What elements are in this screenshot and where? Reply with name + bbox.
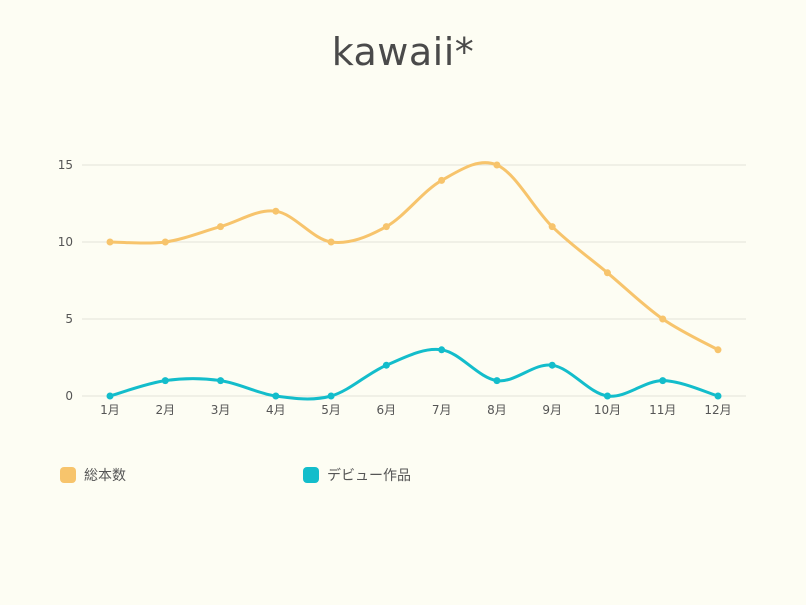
series-line-0 [108,161,720,352]
data-point[interactable] [548,361,556,369]
x-tick-label: 4月 [266,403,286,417]
data-point[interactable] [438,176,446,184]
x-tick-label: 5月 [321,403,341,417]
data-point[interactable] [714,392,722,400]
legend-swatch-total [60,467,76,483]
data-point[interactable] [217,377,225,385]
gridlines [82,164,746,397]
data-point[interactable] [548,223,556,231]
data-point[interactable] [382,223,390,231]
data-point[interactable] [161,377,169,385]
x-tick-label: 11月 [649,403,676,417]
y-tick-label: 5 [65,312,73,326]
data-point[interactable] [603,392,611,400]
legend-swatch-debut [303,467,319,483]
legend-item-debut[interactable]: デビュー作品 [303,465,411,485]
data-point[interactable] [382,361,390,369]
x-tick-label: 1月 [100,403,120,417]
legend-item-total[interactable]: 総本数 [60,465,126,485]
x-tick-label: 8月 [487,403,507,417]
data-point[interactable] [327,238,335,246]
data-point[interactable] [493,161,501,169]
legend-label-total: 総本数 [84,468,126,484]
data-point[interactable] [272,207,280,215]
data-point[interactable] [438,346,446,354]
data-point[interactable] [493,377,501,385]
x-tick-label: 9月 [542,403,562,417]
x-axis-ticks: 1月 2月 3月 4月 5月 6月 7月 8月 9月 10月 11月 12月 [100,403,731,417]
y-tick-label: 15 [58,158,73,172]
x-tick-label: 2月 [155,403,175,417]
chart-title: kawaii* [331,30,475,74]
data-point[interactable] [106,238,114,246]
data-point[interactable] [659,377,667,385]
data-point[interactable] [327,392,335,400]
x-tick-label: 7月 [432,403,452,417]
y-tick-label: 10 [58,235,73,249]
data-point[interactable] [603,269,611,277]
data-point[interactable] [714,346,722,354]
data-point[interactable] [217,223,225,231]
y-axis-ticks: 0 5 10 15 [58,158,73,403]
y-tick-label: 0 [65,389,73,403]
data-point[interactable] [106,392,114,400]
series-line-1 [108,347,720,401]
data-point[interactable] [272,392,280,400]
x-tick-label: 6月 [377,403,397,417]
data-point[interactable] [161,238,169,246]
legend-label-debut: デビュー作品 [327,468,411,484]
series-lines [106,161,722,401]
x-tick-label: 10月 [594,403,621,417]
x-tick-label: 3月 [211,403,231,417]
x-tick-label: 12月 [704,403,731,417]
data-point[interactable] [659,315,667,323]
